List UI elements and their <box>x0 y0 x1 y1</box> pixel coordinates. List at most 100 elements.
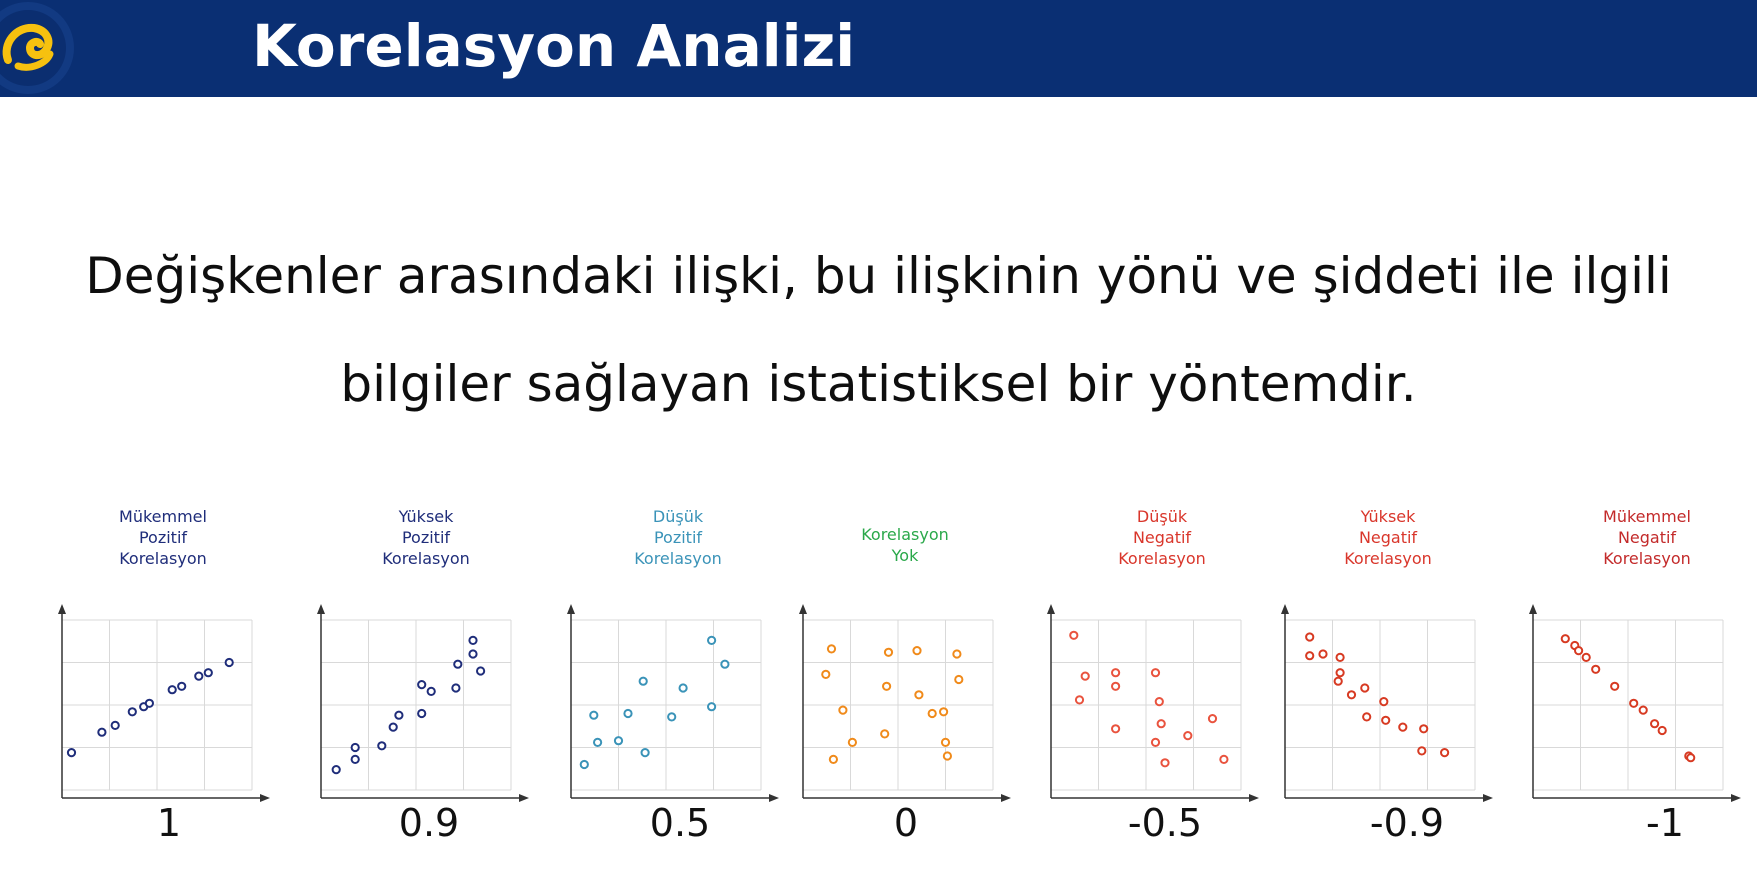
scatter-point <box>613 736 624 746</box>
scatter-point <box>623 708 633 719</box>
scatter-point <box>1150 668 1161 678</box>
y-axis-arrow <box>58 604 66 614</box>
y-axis-arrow <box>1047 604 1055 614</box>
scatter-point <box>593 737 603 748</box>
panel-1-value: 1 <box>156 801 182 845</box>
scatter-point <box>1398 722 1408 732</box>
panel-6-label: Yüksek Negatif Korelasyon <box>1344 507 1432 568</box>
description-line-1: Değişkenler arasındaki ilişki, bu ilişki… <box>85 247 1672 305</box>
scatter-point <box>1574 646 1584 656</box>
scatter-point <box>1111 681 1121 691</box>
scatter-point <box>1591 664 1601 674</box>
scatter-point <box>1419 724 1429 734</box>
y-axis-arrow <box>1529 604 1537 614</box>
scatter-point <box>1219 754 1229 765</box>
scatter-point <box>927 708 937 719</box>
scatter-point <box>1346 690 1357 700</box>
plot-low-negative <box>1047 604 1259 802</box>
panel-3-label: Düşük Pozitif Korelasyon <box>634 507 722 568</box>
scatter-point <box>1111 668 1121 678</box>
y-axis-arrow <box>567 604 575 614</box>
scatter-point <box>144 698 154 708</box>
scatter-point <box>350 742 360 753</box>
scatter-point <box>1305 651 1315 661</box>
scatter-point <box>1417 746 1427 756</box>
y-axis-arrow <box>317 604 325 614</box>
scatter-point <box>1154 697 1164 707</box>
scatter-point <box>476 666 486 676</box>
scatter-point <box>847 737 858 748</box>
scatter-point <box>1183 731 1193 741</box>
scatter-point <box>1560 634 1570 644</box>
plot-perfect-negative <box>1529 604 1741 802</box>
scatter-point <box>1080 671 1090 681</box>
scatter-point <box>1074 695 1085 705</box>
plot-high-negative <box>1281 604 1493 802</box>
scatter-point <box>468 635 478 646</box>
scatter-point <box>417 680 427 690</box>
scatter-point <box>942 751 953 761</box>
scatter-point <box>350 754 360 765</box>
scatter-point <box>954 674 964 685</box>
scatter-point <box>1335 652 1345 663</box>
plot-no-correlation <box>799 604 1011 802</box>
scatter-point <box>451 683 461 693</box>
scatter-point <box>224 657 234 668</box>
scatter-point <box>883 647 894 657</box>
x-axis-arrow <box>769 794 779 802</box>
page-title: Korelasyon Analizi <box>252 12 856 80</box>
scatter-point <box>97 727 107 737</box>
scatter-point <box>194 671 204 681</box>
scatter-point <box>1657 725 1667 736</box>
scatter-point <box>638 676 648 686</box>
scatter-point <box>127 707 137 717</box>
scatter-point <box>66 748 77 758</box>
description-line-2: bilgiler sağlayan istatistiksel bir yönt… <box>340 355 1417 413</box>
scatter-point <box>880 729 890 739</box>
scatter-point <box>388 722 398 732</box>
scatter-point <box>377 741 387 751</box>
scatter-point <box>1160 758 1170 768</box>
x-axis-arrow <box>1483 794 1493 802</box>
scatter-point <box>821 669 831 680</box>
scatter-point <box>110 720 120 731</box>
panel-3-value: 0.5 <box>649 801 711 845</box>
x-axis-arrow <box>1731 794 1741 802</box>
panel-6-value: -0.9 <box>1369 801 1445 845</box>
scatter-point <box>1650 719 1660 729</box>
x-axis-arrow <box>260 794 270 802</box>
panel-1-label: Mükemmel Pozitif Korelasyon <box>119 507 207 568</box>
scatter-point <box>1335 668 1345 678</box>
scatter-point <box>1156 719 1166 729</box>
scatter-point <box>914 690 924 700</box>
scatter-point <box>426 686 436 697</box>
panel-4-value: 0 <box>893 801 919 845</box>
scatter-point <box>940 737 951 748</box>
scatter-point <box>1305 632 1315 642</box>
scatter-point <box>1638 705 1648 715</box>
scatter-point <box>417 708 427 719</box>
scatter-point <box>1069 630 1079 640</box>
scatter-point <box>952 649 962 659</box>
scatter-point <box>203 668 213 678</box>
y-axis-arrow <box>1281 604 1289 614</box>
scatter-point <box>1362 712 1372 722</box>
scatter-point <box>1111 724 1121 734</box>
panel-4-label: Korelasyon Yok <box>861 525 949 565</box>
scatter-point <box>1333 676 1343 686</box>
scatter-point <box>826 644 837 654</box>
scatter-point <box>1207 714 1218 724</box>
scatter-point <box>939 707 949 717</box>
scatter-point <box>838 705 848 715</box>
panel-2-label: Yüksek Pozitif Korelasyon <box>382 507 470 568</box>
scatter-point <box>1581 652 1591 663</box>
scatter-point <box>707 702 717 712</box>
plot-perfect-positive <box>58 604 270 802</box>
scatter-point <box>1379 697 1389 707</box>
x-axis-arrow <box>519 794 529 802</box>
x-axis-arrow <box>1249 794 1259 802</box>
scatter-point <box>453 659 463 669</box>
scatter-point <box>1318 649 1328 659</box>
plot-low-positive <box>567 604 779 802</box>
